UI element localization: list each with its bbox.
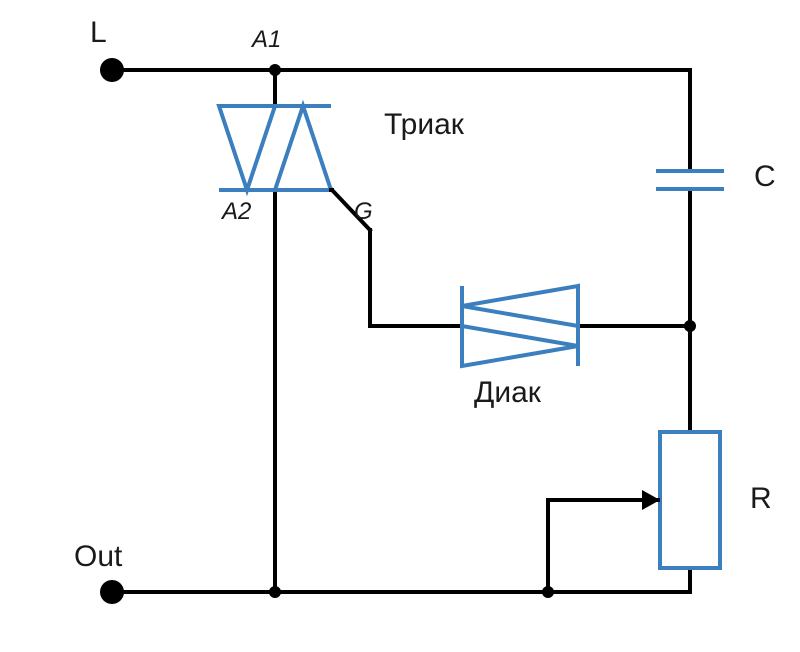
label-Diac: Диак [474, 376, 541, 410]
label-Out: Out [74, 540, 122, 574]
label-A2: A2 [222, 198, 251, 226]
label-A1: A1 [252, 26, 281, 54]
label-Triac: Триак [384, 108, 464, 142]
label-C: C [754, 160, 776, 194]
label-G: G [354, 198, 373, 226]
circuit-diagram: L Out A1 A2 G Триак Диак C R [0, 0, 800, 652]
label-R: R [750, 482, 772, 516]
label-L: L [90, 16, 107, 50]
